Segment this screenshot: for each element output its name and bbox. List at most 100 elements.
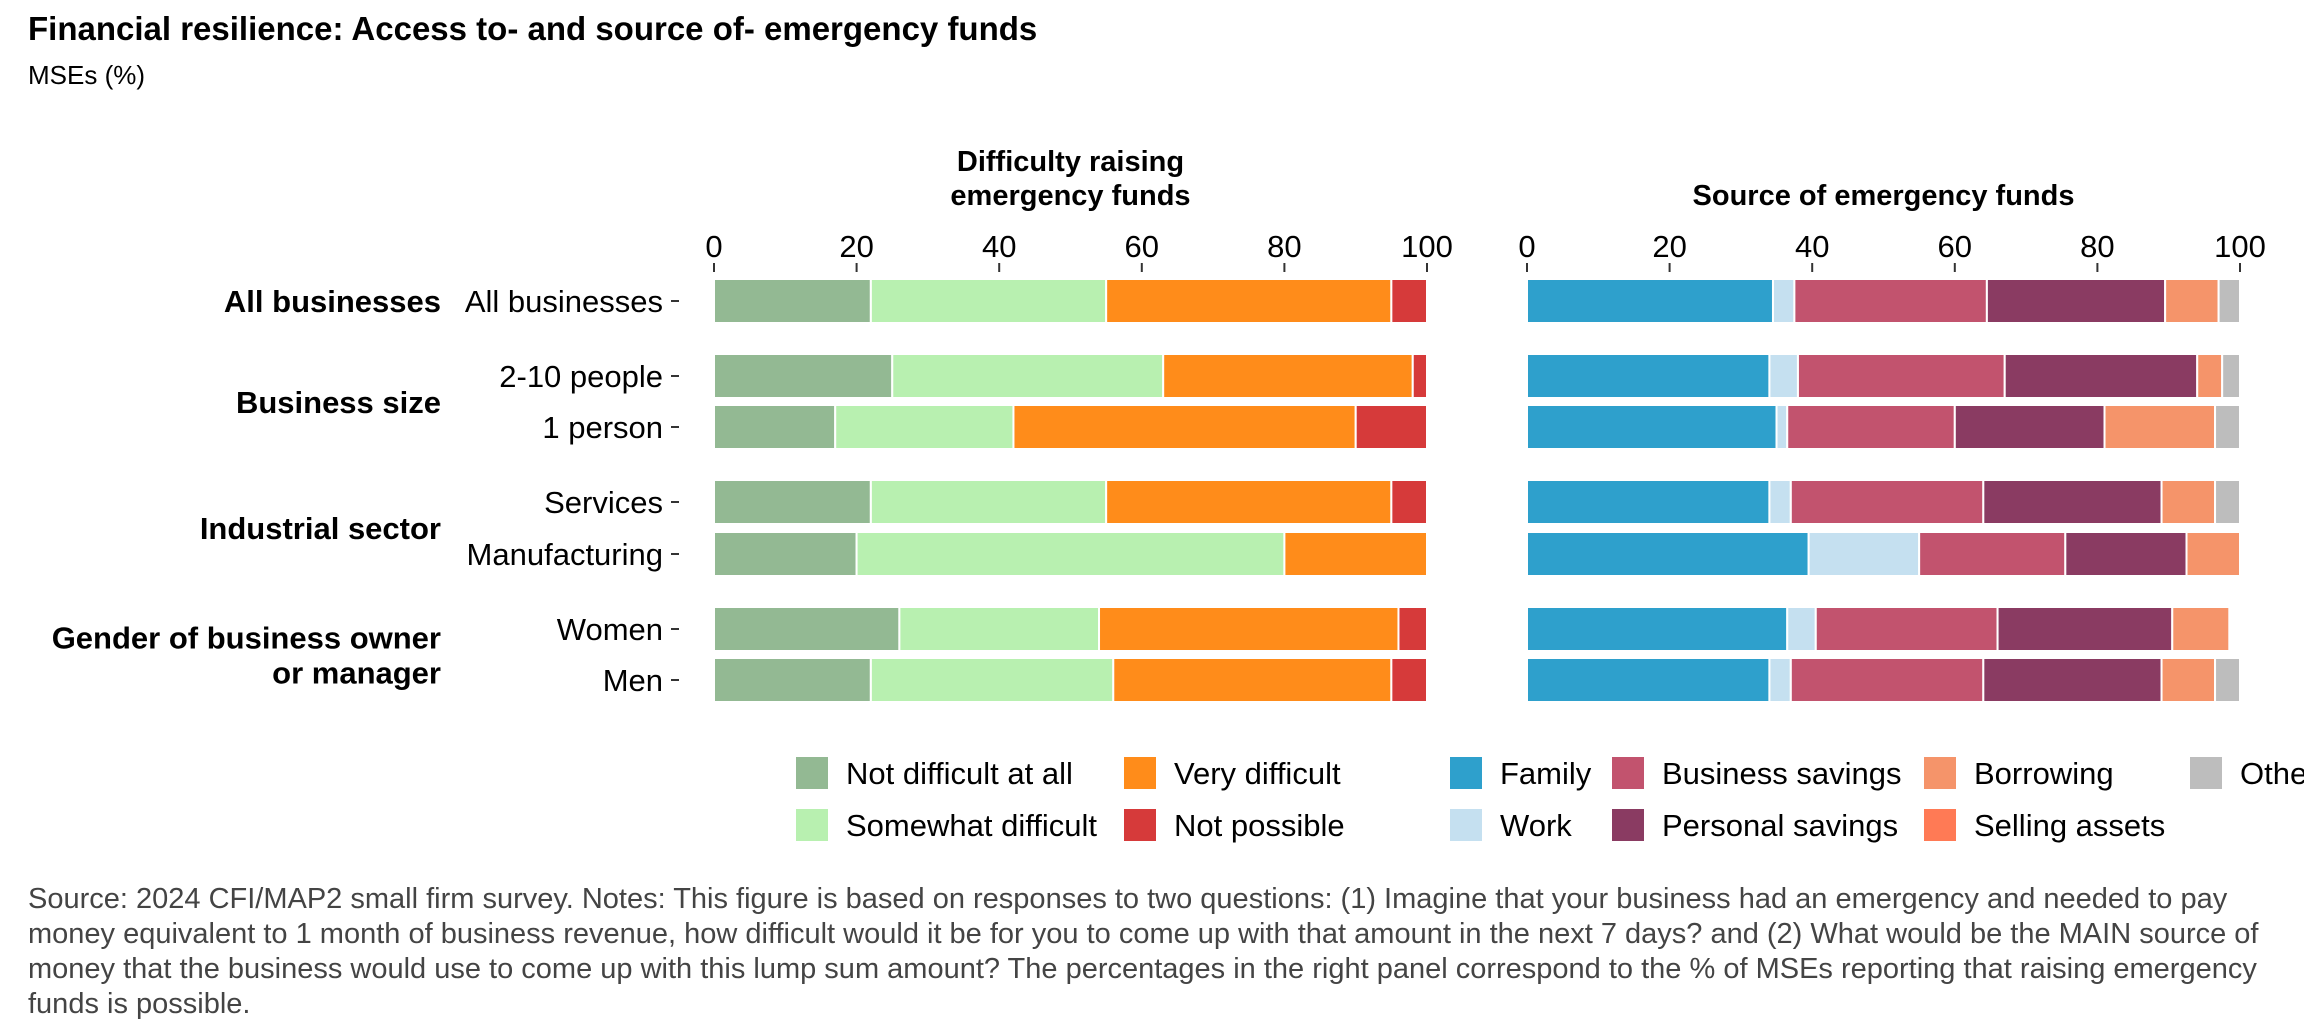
bar-1-person-personal-savings (1953, 404, 2106, 450)
legend-swatch-work (1450, 809, 1482, 841)
bar-women-somewhat-difficult (898, 606, 1101, 652)
legend-label-business-savings: Business savings (1662, 756, 1902, 791)
x-tick-label: 80 (2080, 229, 2114, 264)
group-label-industrial-sector: Industrial sector (200, 511, 441, 546)
bar-1-person-work (1775, 404, 1789, 450)
bar-all-businesses-somewhat-difficult (869, 278, 1108, 324)
legend-label-not-difficult-at-all: Not difficult at all (846, 756, 1073, 791)
legend-swatch-selling-assets (1924, 809, 1956, 841)
group-label-business-size: Business size (236, 385, 441, 420)
bar-men-borrowing (2160, 657, 2217, 703)
bar-women-personal-savings (1996, 606, 2174, 652)
x-tick-label: 0 (705, 229, 722, 264)
x-tick-label: 40 (1795, 229, 1829, 264)
legend-swatch-other (2190, 757, 2222, 789)
bar-men-personal-savings (1982, 657, 2163, 703)
bar-men-somewhat-difficult (869, 657, 1115, 703)
group-label-all-businesses: All businesses (224, 284, 441, 319)
bar-2-10-people-other (2221, 353, 2242, 399)
row-label: 1 person (542, 410, 663, 445)
legend-label-work: Work (1500, 808, 1572, 843)
source-note: Source: 2024 CFI/MAP2 small firm survey.… (28, 883, 2259, 1020)
bar-women-not-difficult-at-all (713, 606, 901, 652)
bar-manufacturing-somewhat-difficult (855, 531, 1286, 577)
group-label-gender-of-business-owner: Gender of business owner (52, 621, 441, 656)
bar-2-10-people-business-savings (1796, 353, 2006, 399)
bar-1-person-very-difficult (1012, 404, 1357, 450)
bar-services-other (2214, 479, 2241, 525)
bar-manufacturing-business-savings (1918, 531, 2067, 577)
x-tick-label: 0 (1518, 229, 1535, 264)
bar-1-person-not-possible (1354, 404, 1428, 450)
bar-2-10-people-family (1526, 353, 1771, 399)
group-label-gender-of-business-owner: or manager (272, 656, 441, 691)
bar-all-businesses-work (1771, 278, 1796, 324)
legend-label-other: Other (2240, 756, 2304, 791)
bar-1-person-somewhat-difficult (834, 404, 1015, 450)
bar-services-borrowing (2160, 479, 2217, 525)
x-tick-label: 80 (1267, 229, 1301, 264)
bar-2-10-people-personal-savings (2003, 353, 2199, 399)
bar-2-10-people-not-difficult-at-all (713, 353, 894, 399)
legend-swatch-not-possible (1124, 809, 1156, 841)
row-label: 2-10 people (499, 359, 663, 394)
x-tick-label: 60 (1938, 229, 1972, 264)
legend-swatch-personal-savings (1612, 809, 1644, 841)
bar-men-other (2214, 657, 2241, 703)
bar-2-10-people-work (1768, 353, 1799, 399)
bar-women-very-difficult (1098, 606, 1400, 652)
bar-services-very-difficult (1105, 479, 1393, 525)
bar-manufacturing-borrowing (2185, 531, 2241, 577)
row-label: Men (603, 663, 663, 698)
chart-subtitle: MSEs (%) (28, 60, 145, 90)
bar-women-family (1526, 606, 1789, 652)
legend-label-personal-savings: Personal savings (1662, 808, 1898, 843)
legend-swatch-very-difficult (1124, 757, 1156, 789)
bar-women-not-possible (1397, 606, 1428, 652)
bar-men-family (1526, 657, 1771, 703)
bar-men-very-difficult (1112, 657, 1393, 703)
legend-label-somewhat-difficult: Somewhat difficult (846, 808, 1097, 843)
legend-label-family: Family (1500, 756, 1592, 791)
bar-services-not-possible (1390, 479, 1428, 525)
row-label: Services (544, 485, 663, 520)
bar-all-businesses-borrowing (2164, 278, 2220, 324)
bar-women-borrowing (2171, 606, 2231, 652)
bar-services-work (1768, 479, 1792, 525)
bar-1-person-other (2214, 404, 2241, 450)
bar-manufacturing-not-difficult-at-all (713, 531, 858, 577)
bar-men-business-savings (1789, 657, 1985, 703)
x-tick-label: 20 (1652, 229, 1686, 264)
legend-swatch-family (1450, 757, 1482, 789)
legend-swatch-borrowing (1924, 757, 1956, 789)
bar-men-not-possible (1390, 657, 1428, 703)
legend-label-not-possible: Not possible (1174, 808, 1345, 843)
panel-title-1-line-2: emergency funds (950, 180, 1190, 212)
bar-all-businesses-other (2217, 278, 2242, 324)
bar-manufacturing-personal-savings (2064, 531, 2188, 577)
bar-all-businesses-not-possible (1390, 278, 1428, 324)
bar-men-not-difficult-at-all (713, 657, 872, 703)
bar-all-businesses-family (1526, 278, 1774, 324)
bar-2-10-people-very-difficult (1162, 353, 1414, 399)
legend-swatch-not-difficult-at-all (796, 757, 828, 789)
bar-2-10-people-somewhat-difficult (891, 353, 1165, 399)
bar-all-businesses-very-difficult (1105, 278, 1393, 324)
panel-2: Source of emergency funds 0 20 40 60 80 100 (1518, 180, 2266, 703)
bar-services-somewhat-difficult (869, 479, 1108, 525)
bar-2-10-people-not-possible (1411, 353, 1428, 399)
bar-services-personal-savings (1982, 479, 2163, 525)
row-label: Women (557, 612, 663, 647)
x-tick-label: 60 (1125, 229, 1159, 264)
bar-manufacturing-work (1807, 531, 1921, 577)
row-label: All businesses (465, 284, 663, 319)
bar-1-person-family (1526, 404, 1778, 450)
bar-services-business-savings (1789, 479, 1985, 525)
x-tick-label: 100 (2214, 229, 2266, 264)
panel-title-1-line-1: Difficulty raising (957, 146, 1184, 178)
x-tick-label: 20 (839, 229, 873, 264)
bar-services-family (1526, 479, 1771, 525)
bar-services-not-difficult-at-all (713, 479, 872, 525)
